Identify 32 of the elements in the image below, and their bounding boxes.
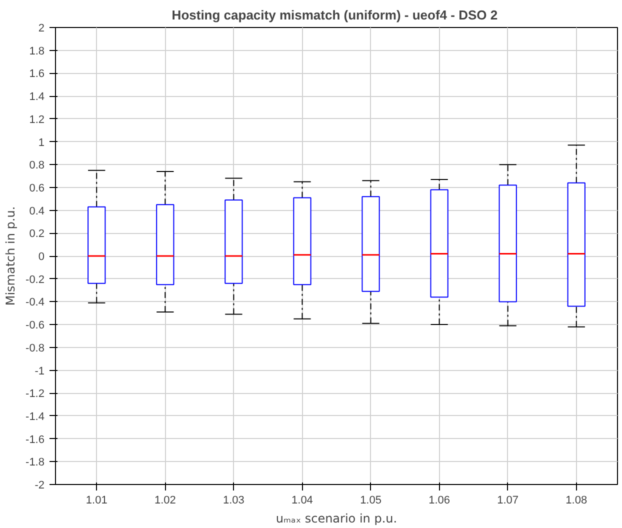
y-tick-label: 1.4 bbox=[29, 91, 45, 104]
y-tick-label: -0.2 bbox=[26, 274, 45, 286]
y-tick-label: 2 bbox=[38, 22, 45, 34]
y-tick-label: 1 bbox=[38, 136, 45, 149]
y-axis-title: Mismatch in p.u. bbox=[4, 206, 18, 306]
y-tick-label: 1.6 bbox=[29, 68, 45, 80]
y-tick-label: -2 bbox=[34, 480, 44, 492]
x-tick-label: 1.08 bbox=[566, 494, 588, 506]
y-tick-label: 0.4 bbox=[29, 205, 45, 218]
x-tick-label: 1.02 bbox=[154, 494, 176, 506]
x-tick-label: 1.05 bbox=[360, 494, 382, 506]
y-tick-label: 0 bbox=[38, 251, 45, 263]
chart-title: Hosting capacity mismatch (uniform) - ueof4 - DSO 2 bbox=[172, 8, 498, 22]
x-tick-label: 1.06 bbox=[428, 494, 450, 506]
y-tick-label: 0.6 bbox=[29, 182, 45, 194]
y-tick-label: -0.6 bbox=[26, 320, 45, 332]
y-tick-label: -0.4 bbox=[26, 296, 45, 309]
x-axis-title: uₘₐₓ scenario in p.u. bbox=[276, 512, 398, 526]
y-tick-label: -1 bbox=[34, 365, 44, 378]
y-tick-label: 0.8 bbox=[29, 160, 45, 172]
y-tick-label: 0.2 bbox=[29, 228, 45, 240]
y-tick-label: -1.2 bbox=[26, 388, 45, 400]
y-tick-label: -0.8 bbox=[26, 342, 45, 354]
x-tick-label: 1.04 bbox=[292, 494, 313, 506]
x-tick-label: 1.01 bbox=[86, 494, 108, 506]
x-tick-label: 1.03 bbox=[222, 494, 244, 506]
y-tick-label: -1.8 bbox=[26, 456, 45, 469]
y-tick-label: -1.6 bbox=[26, 434, 45, 446]
x-tick-label: 1.07 bbox=[497, 494, 519, 506]
y-tick-label: 1.2 bbox=[29, 114, 45, 126]
y-tick-label: 1.8 bbox=[29, 45, 45, 58]
y-tick-label: -1.4 bbox=[26, 410, 45, 423]
